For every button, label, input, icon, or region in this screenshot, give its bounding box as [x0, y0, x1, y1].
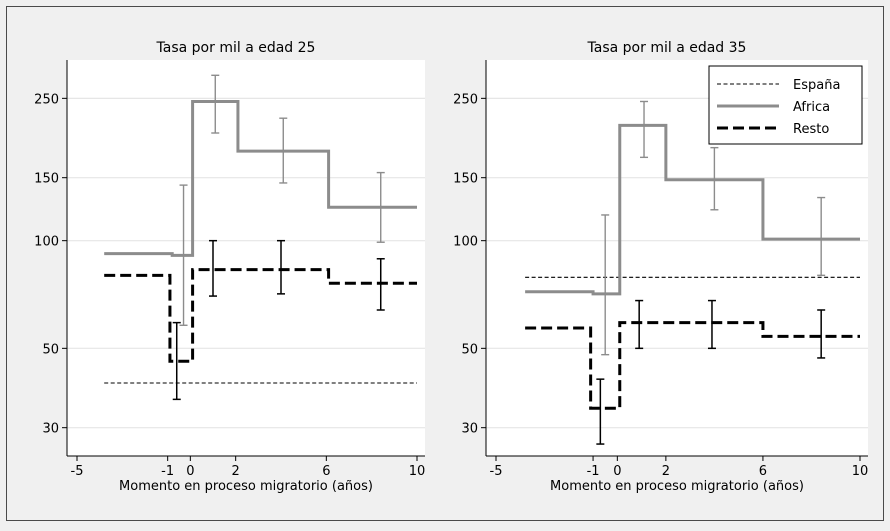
error-bar-resto	[209, 239, 217, 297]
x-tick-label: 10	[852, 464, 869, 479]
series-line-resto	[104, 268, 417, 363]
x-axis-label: Momento en proceso migratorio (años)	[550, 479, 804, 494]
plot-area	[67, 60, 425, 456]
error-bar-resto	[817, 309, 826, 359]
y-tick-label: 30	[461, 422, 478, 437]
x-axis-label: Momento en proceso migratorio (años)	[119, 479, 373, 494]
error-bar-africa	[279, 117, 288, 184]
x-tick-label: 6	[322, 464, 330, 479]
legend-label: Africa	[793, 100, 830, 115]
y-tick-label: 50	[42, 342, 59, 357]
error-bar-africa	[640, 100, 649, 159]
error-bar-resto	[277, 239, 285, 295]
y-tick-label: 250	[34, 92, 59, 107]
legend-label: Resto	[793, 122, 829, 137]
y-tick-label: 150	[34, 172, 59, 187]
error-bar-africa	[376, 171, 385, 243]
error-bar-africa	[179, 184, 188, 326]
error-bar-africa	[211, 74, 220, 134]
y-tick-label: 100	[34, 235, 59, 250]
x-tick-label: 10	[409, 464, 426, 479]
y-tick-label: 150	[453, 172, 478, 187]
y-tick-label: 250	[453, 92, 478, 107]
x-tick-label: -5	[71, 464, 84, 479]
y-tick-label: 30	[42, 422, 59, 437]
x-tick-label: 2	[662, 464, 670, 479]
error-bar-africa	[601, 214, 610, 356]
y-tick-label: 100	[453, 235, 478, 250]
x-tick-label: 6	[759, 464, 767, 479]
chart-title: Tasa por mil a edad 35	[587, 40, 747, 56]
x-tick-label: -1	[161, 464, 174, 479]
x-tick-label: -5	[490, 464, 503, 479]
error-bar-africa	[817, 196, 826, 277]
chart-panel-2: 30 50 100 150 250 -5 -1 0 2 6 10 Momento en proceso…	[453, 40, 868, 494]
x-tick-label: 0	[186, 464, 194, 479]
error-bar-resto	[172, 321, 181, 401]
x-tick-label: 2	[232, 464, 240, 479]
y-tick-label: 50	[461, 342, 478, 357]
x-tick-label: 0	[613, 464, 621, 479]
error-bar-resto	[596, 378, 605, 445]
series-line-resto	[525, 321, 860, 410]
legend-label: España	[793, 78, 840, 93]
chart-title: Tasa por mil a edad 25	[156, 40, 316, 56]
x-tick-label: -1	[587, 464, 600, 479]
chart-panel-1: 30 50 100 150 250 -5 -1 0 2 6 10 Momento en proceso…	[34, 40, 425, 494]
error-bar-resto	[635, 299, 644, 350]
error-bar-resto	[376, 258, 385, 311]
error-bar-resto	[707, 299, 716, 350]
series-line-africa	[525, 123, 860, 296]
error-bar-africa	[710, 146, 719, 211]
legend: España Africa Resto	[708, 65, 863, 145]
